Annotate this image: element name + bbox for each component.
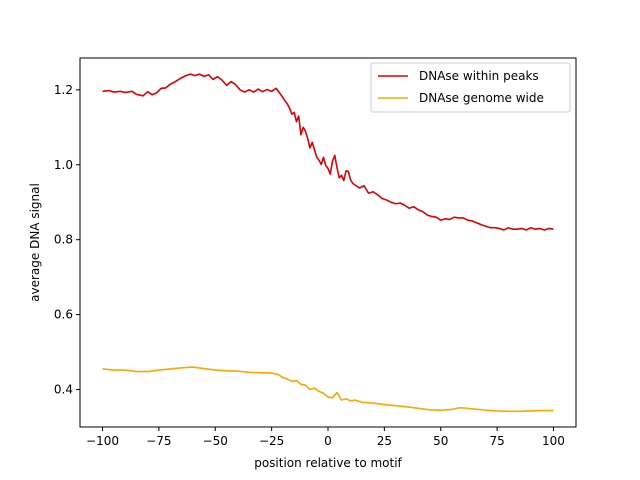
legend-box: [370, 62, 571, 113]
plot-area: [80, 58, 576, 427]
x-tick-label: 25: [377, 434, 392, 448]
y-tick-label: 1.2: [54, 83, 73, 97]
x-axis-label: position relative to motif: [254, 456, 402, 470]
x-tick-label: 0: [324, 434, 332, 448]
series-layer: [102, 73, 554, 413]
y-axis-ticks: 0.4 0.6 0.8 1.0 1.2: [54, 83, 80, 397]
y-tick-label: 0.8: [54, 233, 73, 247]
y-tick-label: 1.0: [54, 158, 73, 172]
legend-label-within-peaks: DNAse within peaks: [419, 69, 539, 83]
y-axis-label: average DNA signal: [28, 183, 42, 302]
legend-label-genome-wide: DNAse genome wide: [419, 91, 544, 105]
y-tick-label: 0.6: [54, 308, 73, 322]
x-tick-label: −75: [146, 434, 171, 448]
y-tick-label: 0.4: [54, 383, 73, 397]
legend: DNAse within peaks DNAse genome wide: [370, 62, 571, 113]
x-tick-label: −25: [259, 434, 284, 448]
x-tick-label: 75: [489, 434, 504, 448]
x-tick-label: 100: [542, 434, 565, 448]
x-tick-label: 50: [433, 434, 448, 448]
x-tick-label: −50: [203, 434, 228, 448]
series-line-within-peaks: [102, 73, 554, 231]
x-tick-label: −100: [86, 434, 119, 448]
x-axis-ticks: −100 −75 −50 −25 0 25 50 75 100: [86, 427, 565, 448]
series-line-genome-wide: [102, 366, 554, 413]
